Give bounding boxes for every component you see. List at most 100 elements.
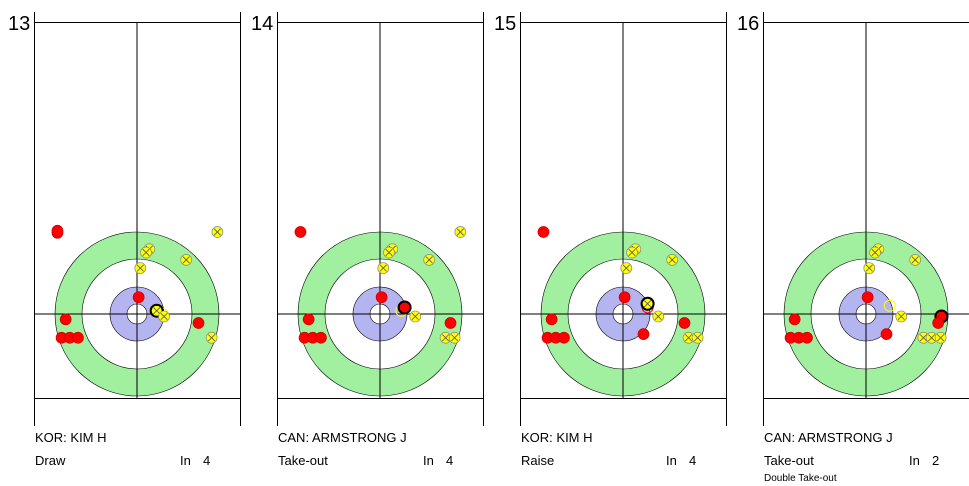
stone-body [545, 313, 558, 326]
stone-cross-mark [865, 264, 873, 272]
rotation-score: 4 [203, 453, 211, 468]
stone-body [302, 313, 315, 326]
yellow-stone [640, 296, 655, 311]
yellow-stone [134, 262, 147, 274]
curling-sheet [763, 12, 969, 426]
shot-panel: 13 KOR: KIM H Draw In 4 [0, 0, 243, 486]
red-stone [545, 313, 558, 326]
shot-type: Take-out [764, 453, 814, 468]
yellow-stone [409, 310, 422, 323]
red-stone [788, 313, 801, 326]
shot-number: 15 [494, 13, 517, 35]
curling-sheet [277, 12, 484, 426]
last-stone-highlight [397, 300, 412, 315]
yellow-stone [863, 262, 876, 274]
yellow-stone [448, 331, 461, 344]
stone-body [192, 317, 205, 329]
player-name: KOR: KIM H [35, 430, 107, 445]
red-stone [59, 313, 72, 326]
red-stone [397, 300, 412, 315]
stone-cross-mark [685, 334, 693, 342]
shot-type: Draw [35, 453, 66, 468]
stone-body [932, 317, 945, 329]
stone-cross-mark [425, 256, 433, 264]
stone-cross-mark [411, 312, 419, 321]
stone-body [801, 331, 813, 344]
stone-cross-mark [442, 334, 450, 342]
yellow-stone [423, 254, 436, 266]
yellow-stone [869, 246, 881, 259]
stone-body [618, 291, 631, 304]
stone-body [72, 331, 84, 344]
yellow-stone [158, 310, 170, 323]
shot-panel: 15 KOR: KIM H Raise In 4 [486, 0, 729, 486]
shot-panel: 16 CAN: ARMSTRONG J Take-out In 2 Double Take… [729, 0, 969, 486]
stone-body [294, 226, 307, 238]
stone-cross-mark [208, 334, 216, 342]
yellow-stone [180, 254, 193, 266]
stone-cross-mark [937, 334, 945, 342]
shot-panel: 14 CAN: ARMSTRONG J Take-out In 4 [243, 0, 486, 486]
stone-cross-mark [379, 264, 387, 272]
rotation-label: In [909, 453, 920, 468]
stone-cross-mark [628, 248, 636, 257]
yellow-stone [895, 310, 908, 323]
stone-body [880, 328, 893, 340]
yellow-stone [140, 246, 152, 259]
shot-number: 13 [8, 13, 31, 35]
stone-body [132, 291, 145, 304]
curling-sheet [34, 12, 241, 426]
shot-type: Take-out [278, 453, 328, 468]
stone-cross-mark [928, 334, 936, 342]
stone-cross-mark [654, 312, 662, 321]
yellow-stone [652, 310, 665, 323]
red-stone [537, 226, 550, 238]
stone-body [861, 291, 874, 304]
stone-cross-mark [694, 334, 702, 342]
stone-cross-mark [136, 264, 144, 272]
yellow-stone [211, 226, 224, 238]
curling-sheet [520, 12, 727, 426]
stone-cross-mark [142, 248, 150, 257]
stone-body [637, 328, 650, 340]
stone-body [788, 313, 801, 326]
yellow-stone [909, 254, 922, 266]
rotation-label: In [180, 453, 191, 468]
stone-cross-mark [385, 248, 393, 257]
stone-body [678, 317, 691, 329]
yellow-stone [934, 331, 947, 344]
stone-cross-mark [919, 334, 927, 342]
red-stone [558, 331, 570, 344]
shot-type: Raise [521, 453, 555, 468]
red-stone [302, 313, 315, 326]
yellow-stone [383, 246, 395, 259]
player-name: CAN: ARMSTRONG J [278, 430, 407, 445]
red-stone [444, 317, 457, 329]
red-stone [637, 328, 650, 340]
previous-stone-position [883, 299, 896, 312]
stone-body [315, 331, 327, 344]
stone-cross-mark [153, 307, 161, 315]
stone-body [558, 331, 570, 344]
rotation-label: In [423, 453, 434, 468]
yellow-stone [626, 246, 638, 259]
stone-cross-mark [668, 256, 676, 264]
yellow-stone [620, 262, 633, 274]
red-stone [801, 331, 813, 344]
shot-number: 16 [737, 13, 760, 35]
yellow-stone [454, 226, 467, 238]
stone-cross-mark [182, 256, 190, 264]
stone-cross-mark [871, 248, 879, 257]
player-name: CAN: ARMSTRONG J [764, 430, 893, 445]
stone-cross-mark [160, 312, 168, 321]
yellow-stone [691, 331, 704, 344]
red-stone [51, 224, 64, 237]
red-stone [375, 291, 388, 304]
shot-comment: Double Take-out [764, 473, 837, 484]
red-stone [932, 317, 945, 329]
yellow-stone [666, 254, 679, 266]
red-stone [192, 317, 205, 329]
red-stone [72, 331, 84, 344]
rotation-score: 4 [446, 453, 454, 468]
yellow-stone [205, 331, 218, 344]
